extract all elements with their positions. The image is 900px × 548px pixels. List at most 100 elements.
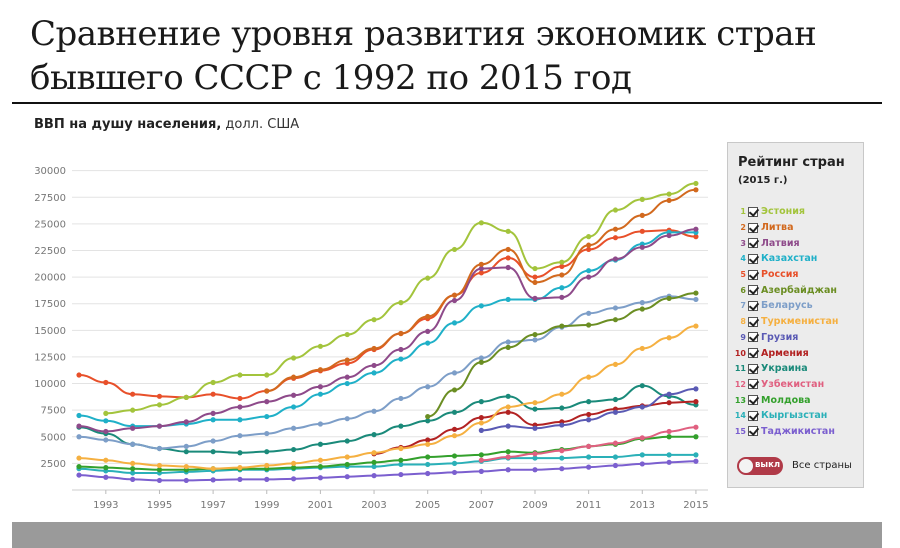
data-point-3 (612, 256, 619, 262)
legend-checkbox[interactable] (748, 348, 758, 359)
legend-item-11[interactable]: 11 Украина (728, 361, 865, 377)
legend-item-14[interactable]: 14 Кыргызстан (728, 408, 865, 424)
data-point-4 (210, 417, 216, 423)
data-point-4 (371, 370, 377, 376)
legend-checkbox[interactable] (748, 222, 758, 233)
data-point-7 (612, 305, 619, 311)
data-point-7 (264, 430, 270, 437)
data-point-1 (639, 196, 645, 202)
data-point-6 (425, 413, 431, 420)
data-point-8 (639, 345, 645, 352)
legend-country-name: Молдова (761, 394, 811, 406)
data-point-15 (371, 473, 377, 479)
data-point-1 (612, 207, 619, 213)
data-point-3 (156, 423, 163, 429)
legend-checkbox[interactable] (748, 379, 758, 390)
data-point-9 (693, 386, 699, 392)
data-point-15 (505, 467, 511, 473)
legend-checkbox[interactable] (748, 269, 758, 280)
data-point-3 (130, 425, 136, 431)
data-point-15 (317, 475, 324, 481)
data-point-4 (505, 296, 511, 303)
x-tick-label: 2001 (308, 500, 333, 511)
data-point-2 (505, 246, 511, 253)
x-tick-label: 2003 (361, 500, 386, 511)
legend-checkbox[interactable] (748, 206, 758, 217)
legend-item-9[interactable]: 9 Грузия (728, 330, 865, 346)
legend-country-name: Россия (761, 269, 799, 281)
legend-checkbox[interactable] (748, 363, 758, 374)
data-point-8 (451, 433, 458, 439)
data-point-11 (264, 449, 270, 455)
legend-title: Рейтинг стран (738, 155, 845, 170)
data-point-15 (693, 458, 699, 464)
data-point-7 (183, 443, 189, 449)
legend-item-10[interactable]: 10 Армения (728, 345, 865, 361)
data-point-4 (264, 413, 270, 420)
data-point-1 (559, 259, 565, 265)
data-point-2 (612, 226, 619, 232)
series-line-1 (105, 182, 696, 415)
data-point-7 (76, 434, 82, 440)
data-point-12 (612, 440, 619, 446)
legend-item-15[interactable]: 15 Таджикистан (728, 424, 865, 440)
legend-item-1[interactable]: 1 Эстония (728, 204, 865, 220)
data-point-2 (264, 388, 270, 394)
legend-checkbox[interactable] (748, 300, 758, 311)
subtitle-metric: ВВП на душу населения, (34, 117, 222, 132)
data-point-8 (398, 445, 404, 452)
data-point-7 (639, 300, 645, 306)
legend-country-name: Армения (761, 347, 809, 359)
legend-checkbox[interactable] (748, 395, 758, 406)
legend-checkbox[interactable] (748, 332, 758, 343)
legend-item-13[interactable]: 13 Молдова (728, 392, 865, 408)
data-point-10 (586, 411, 592, 418)
data-point-4 (478, 303, 484, 309)
data-point-3 (210, 410, 216, 416)
legend-checkbox[interactable] (748, 253, 758, 264)
legend-item-4[interactable]: 4 Казахстан (728, 251, 865, 267)
legend-checkbox[interactable] (748, 426, 758, 437)
data-point-8 (290, 460, 297, 466)
data-point-11 (532, 406, 538, 412)
legend-checkbox[interactable] (748, 285, 758, 296)
data-point-14 (666, 452, 672, 458)
legend-item-8[interactable]: 8 Туркменистан (728, 314, 865, 330)
data-point-4 (317, 391, 324, 397)
data-point-15 (264, 476, 270, 482)
data-point-3 (344, 374, 350, 380)
legend-item-2[interactable]: 2 Литва (728, 220, 865, 236)
data-point-3 (639, 244, 645, 250)
data-point-1 (210, 379, 216, 386)
series-line-8 (78, 325, 696, 470)
legend-rank: 4 (740, 254, 746, 264)
legend-item-6[interactable]: 6 Азербайджан (728, 282, 865, 298)
data-point-14 (559, 455, 565, 461)
data-point-1 (586, 234, 592, 240)
y-tick-label: 17500 (34, 299, 66, 310)
y-tick-label: 20000 (34, 273, 66, 284)
y-tick-label: 5000 (41, 432, 66, 443)
legend-item-7[interactable]: 7 Беларусь (728, 298, 865, 314)
legend-rank: 6 (740, 285, 746, 295)
data-point-4 (398, 356, 404, 362)
legend-rank: 2 (740, 223, 746, 233)
data-point-10 (505, 409, 511, 415)
data-point-5 (693, 234, 699, 240)
data-point-8 (264, 462, 270, 469)
data-point-11 (398, 423, 404, 429)
all-countries-toggle[interactable]: выкл (737, 457, 783, 475)
data-point-5 (103, 379, 109, 386)
legend-rank: 1 (740, 207, 746, 217)
data-point-15 (398, 471, 404, 478)
legend-country-name: Казахстан (761, 253, 818, 265)
legend-item-5[interactable]: 5 Россия (728, 267, 865, 283)
legend-checkbox[interactable] (748, 410, 758, 421)
data-point-12 (559, 448, 565, 454)
legend-item-3[interactable]: 3 Латвия (728, 235, 865, 251)
legend-checkbox[interactable] (748, 238, 758, 249)
data-point-14 (451, 460, 458, 466)
y-tick-label: 12500 (34, 352, 66, 363)
legend-checkbox[interactable] (748, 316, 758, 327)
legend-item-12[interactable]: 12 Узбекистан (728, 377, 865, 393)
